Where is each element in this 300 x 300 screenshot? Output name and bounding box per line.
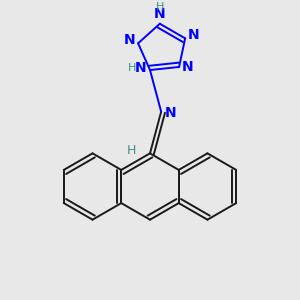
Text: H: H [128, 63, 136, 74]
Text: N: N [188, 28, 199, 42]
Text: N: N [182, 60, 193, 74]
Text: N: N [165, 106, 176, 120]
Text: H: H [127, 143, 136, 157]
Text: N: N [124, 33, 136, 47]
Text: N: N [135, 61, 146, 75]
Text: N: N [154, 8, 166, 21]
Text: H: H [156, 2, 164, 12]
